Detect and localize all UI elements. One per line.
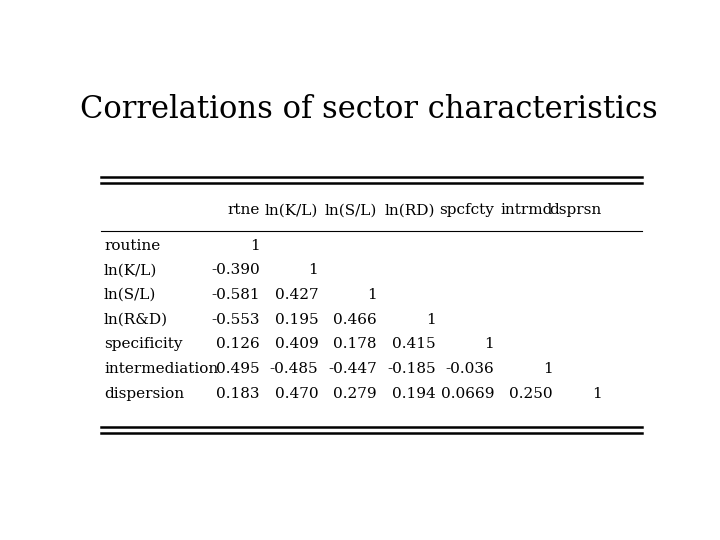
Text: ln(S/L): ln(S/L) (325, 204, 377, 217)
Text: intermediation: intermediation (104, 362, 218, 376)
Text: 1: 1 (367, 288, 377, 302)
Text: 0.0669: 0.0669 (441, 387, 494, 401)
Text: specificity: specificity (104, 338, 182, 352)
Text: 0.495: 0.495 (216, 362, 260, 376)
Text: 1: 1 (543, 362, 553, 376)
Text: 0.195: 0.195 (275, 313, 318, 327)
Text: 0.126: 0.126 (216, 338, 260, 352)
Text: 0.178: 0.178 (333, 338, 377, 352)
Text: 0.415: 0.415 (392, 338, 436, 352)
Text: -0.185: -0.185 (387, 362, 436, 376)
Text: 0.250: 0.250 (509, 387, 553, 401)
Text: ln(RD): ln(RD) (385, 204, 436, 217)
Text: Correlations of sector characteristics: Correlations of sector characteristics (80, 94, 658, 125)
Text: ln(K/L): ln(K/L) (265, 204, 318, 217)
Text: -0.485: -0.485 (270, 362, 318, 376)
Text: dsprsn: dsprsn (549, 204, 602, 217)
Text: -0.036: -0.036 (446, 362, 494, 376)
Text: 1: 1 (250, 239, 260, 253)
Text: intrmd: intrmd (500, 204, 553, 217)
Text: dispersion: dispersion (104, 387, 184, 401)
Text: -0.553: -0.553 (211, 313, 260, 327)
Text: 0.183: 0.183 (216, 387, 260, 401)
Text: 1: 1 (592, 387, 602, 401)
Text: rtne: rtne (228, 204, 260, 217)
Text: 0.409: 0.409 (274, 338, 318, 352)
Text: 0.427: 0.427 (275, 288, 318, 302)
Text: ln(R&D): ln(R&D) (104, 313, 168, 327)
Text: 1: 1 (485, 338, 494, 352)
Text: 0.470: 0.470 (275, 387, 318, 401)
Text: spcfcty: spcfcty (439, 204, 494, 217)
Text: 0.279: 0.279 (333, 387, 377, 401)
Text: ln(S/L): ln(S/L) (104, 288, 156, 302)
Text: -0.581: -0.581 (211, 288, 260, 302)
Text: -0.390: -0.390 (211, 264, 260, 278)
Text: 0.194: 0.194 (392, 387, 436, 401)
Text: 1: 1 (426, 313, 436, 327)
Text: routine: routine (104, 239, 160, 253)
Text: ln(K/L): ln(K/L) (104, 264, 158, 278)
Text: -0.447: -0.447 (328, 362, 377, 376)
Text: 1: 1 (309, 264, 318, 278)
Text: 0.466: 0.466 (333, 313, 377, 327)
